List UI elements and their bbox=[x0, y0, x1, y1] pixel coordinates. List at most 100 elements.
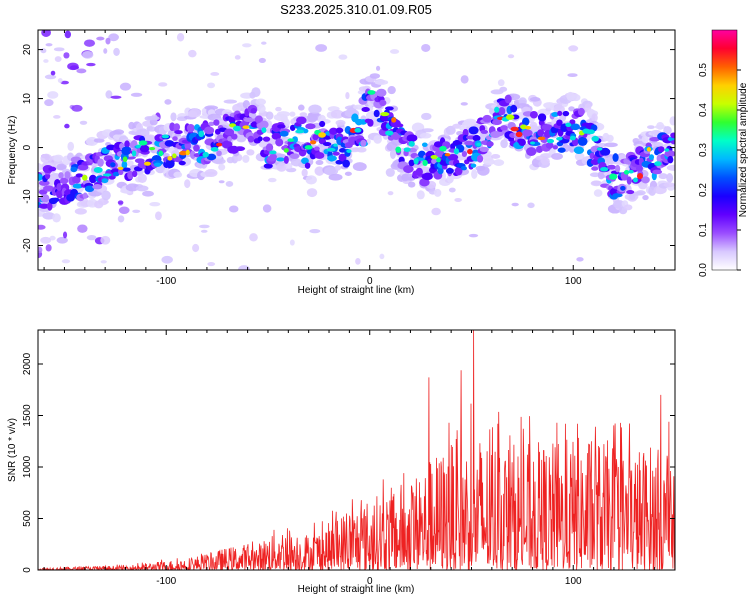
heatmap-speckle bbox=[275, 106, 282, 112]
heatmap-cell bbox=[626, 190, 635, 195]
heatmap-halo bbox=[540, 157, 550, 166]
heatmap-speckle bbox=[132, 209, 141, 213]
heatmap-halo bbox=[137, 173, 147, 183]
heatmap-cell bbox=[591, 166, 599, 171]
heatmap-cell bbox=[304, 162, 311, 169]
heatmap-speckle bbox=[647, 125, 655, 130]
heatmap-peak bbox=[185, 149, 190, 156]
heatmap-peak bbox=[210, 146, 219, 152]
heatmap-speckle bbox=[54, 56, 62, 62]
heatmap-cell bbox=[178, 160, 186, 166]
heatmap-cell bbox=[556, 119, 563, 126]
heatmap-peak bbox=[380, 112, 390, 117]
heatmap-peak bbox=[413, 158, 419, 165]
heatmap-halo bbox=[335, 119, 346, 126]
heatmap-peak bbox=[565, 122, 572, 127]
heatmap-cell bbox=[395, 123, 404, 128]
snr-y-tick-label: 0 bbox=[22, 567, 33, 573]
heatmap-peak bbox=[515, 131, 523, 138]
heatmap-cell bbox=[486, 141, 494, 147]
heatmap-halo bbox=[419, 132, 432, 139]
heatmap-halo bbox=[204, 169, 218, 178]
colorbar-tick-label: 0.2 bbox=[698, 183, 709, 197]
heatmap-cell bbox=[657, 146, 665, 153]
snr-y-tick-label: 500 bbox=[22, 510, 33, 527]
heatmap-halo bbox=[642, 195, 649, 201]
heatmap-halo bbox=[590, 180, 603, 187]
heatmap-speckle bbox=[56, 236, 68, 244]
heatmap-cell bbox=[573, 146, 585, 155]
heatmap-cell bbox=[305, 123, 316, 130]
heatmap-cell bbox=[89, 174, 97, 184]
heatmap-speckle bbox=[100, 235, 111, 245]
heatmap-peak bbox=[591, 135, 599, 142]
heatmap-cell bbox=[526, 147, 537, 156]
heatmap-halo bbox=[500, 139, 508, 149]
heatmap-halo bbox=[246, 149, 255, 156]
heatmap-halo bbox=[330, 109, 344, 119]
heatmap-peak bbox=[269, 150, 277, 155]
heatmap-cell bbox=[562, 110, 570, 117]
colorbar-tick-label: 0.0 bbox=[698, 263, 709, 277]
heatmap-halo bbox=[356, 147, 367, 153]
heatmap-cell bbox=[480, 129, 489, 134]
heatmap-speckle bbox=[43, 59, 49, 63]
heatmap-peak bbox=[367, 90, 376, 95]
heatmap-speckle bbox=[77, 224, 88, 233]
heatmap-halo bbox=[529, 97, 541, 102]
heatmap-cell bbox=[296, 116, 307, 125]
heatmap-cell bbox=[319, 120, 326, 128]
heatmap-cell bbox=[367, 119, 374, 127]
heatmap-speckle bbox=[119, 82, 132, 91]
heatmap-cell bbox=[510, 104, 518, 113]
heatmap-cell bbox=[243, 117, 254, 122]
snr-y-tick-label: 2000 bbox=[22, 352, 33, 375]
heatmap-cell bbox=[131, 170, 138, 178]
heatmap-peak bbox=[403, 147, 411, 152]
heatmap-speckle bbox=[225, 180, 234, 187]
heatmap-speckle bbox=[188, 49, 197, 58]
heatmap-cell bbox=[174, 130, 183, 135]
heatmap-halo bbox=[475, 165, 486, 171]
heatmap-peak bbox=[138, 140, 148, 146]
heatmap-peak bbox=[430, 154, 438, 160]
heatmap-cell bbox=[289, 124, 296, 131]
heatmap-cell bbox=[577, 107, 585, 116]
heatmap-cell bbox=[408, 159, 415, 167]
heatmap-cell bbox=[620, 185, 626, 191]
heatmap-speckle bbox=[387, 191, 394, 196]
heatmap-halo bbox=[188, 108, 202, 118]
heatmap-speckle bbox=[242, 43, 252, 48]
heatmap-frame bbox=[37, 29, 676, 271]
heatmap-speckle bbox=[184, 179, 191, 189]
heatmap-cell bbox=[664, 150, 675, 158]
heatmap-peak bbox=[530, 141, 536, 145]
heatmap-cell bbox=[82, 192, 88, 199]
heatmap-cell bbox=[537, 113, 547, 122]
heatmap-peak bbox=[82, 174, 88, 181]
heatmap-peak bbox=[525, 125, 532, 130]
heatmap-cell bbox=[127, 170, 134, 180]
heatmap-peak bbox=[346, 149, 352, 153]
heatmap-peak bbox=[122, 156, 128, 163]
heatmap-halo bbox=[654, 124, 667, 129]
heatmap-cell bbox=[338, 153, 347, 162]
heatmap-cell bbox=[271, 132, 282, 140]
heatmap-speckle bbox=[117, 215, 125, 223]
heatmap-peak bbox=[537, 136, 546, 141]
heatmap-halo bbox=[369, 73, 381, 79]
heatmap-cell bbox=[265, 143, 274, 152]
heatmap-speckle bbox=[200, 229, 208, 233]
heatmap-halo bbox=[276, 162, 287, 172]
heatmap-cell bbox=[612, 193, 623, 198]
heatmap-halo bbox=[663, 182, 675, 188]
heatmap-cell bbox=[101, 178, 109, 184]
heatmap-cell bbox=[332, 151, 340, 156]
heatmap-peak bbox=[623, 169, 630, 175]
heatmap-peak bbox=[179, 150, 188, 156]
heatmap-speckle bbox=[164, 99, 172, 105]
heatmap-cell bbox=[75, 173, 83, 178]
heatmap-peak bbox=[287, 138, 295, 142]
heatmap-speckle bbox=[261, 41, 267, 45]
heatmap-peak bbox=[242, 125, 250, 129]
